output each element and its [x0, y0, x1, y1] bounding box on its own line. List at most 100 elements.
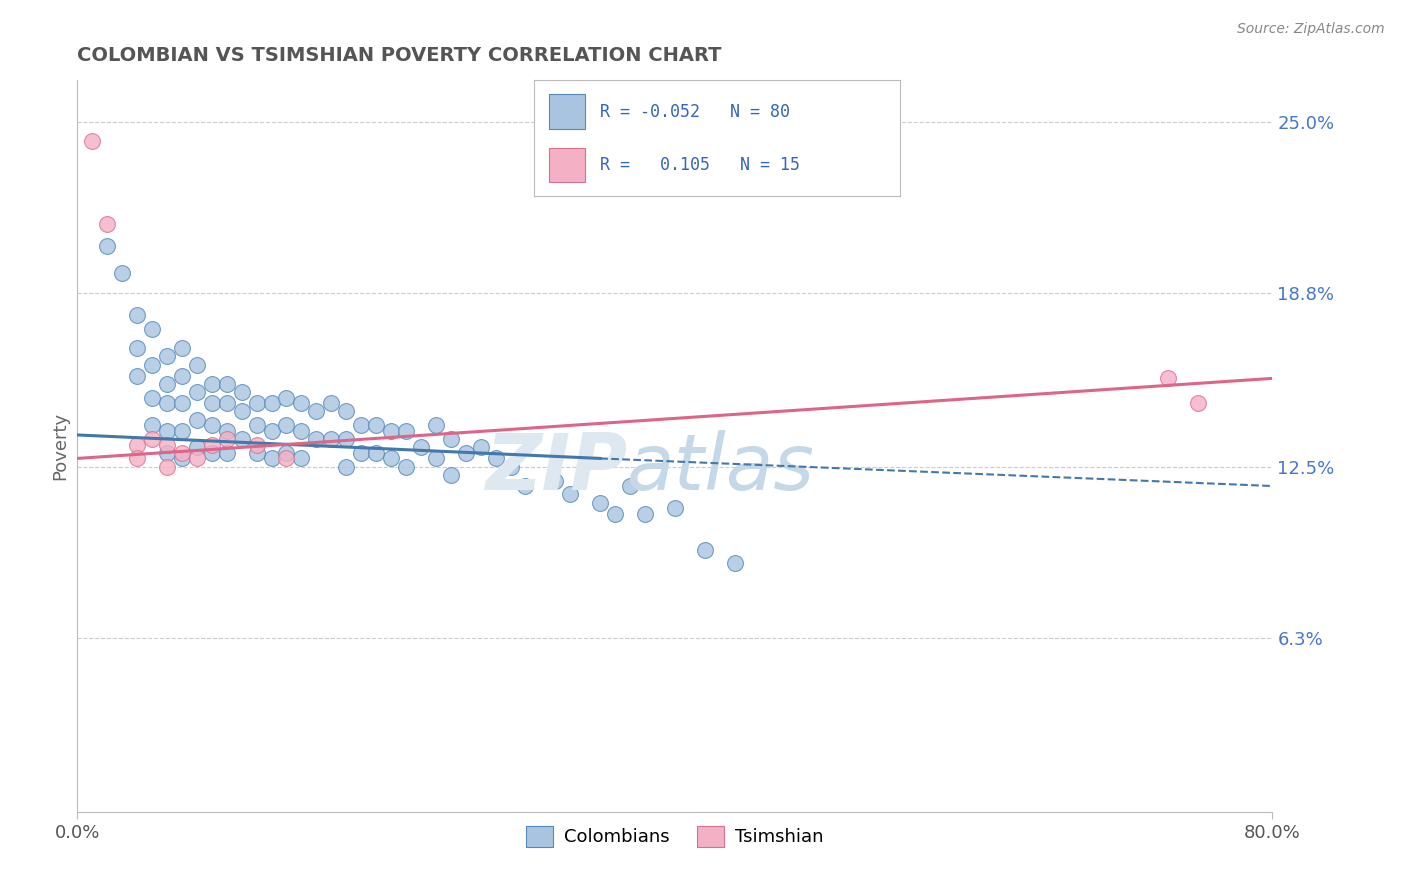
Point — [321, 396, 343, 410]
Point — [127, 368, 149, 383]
Point — [425, 418, 447, 433]
Point — [260, 424, 283, 438]
Point — [141, 321, 163, 335]
Point — [186, 358, 208, 372]
Point — [380, 451, 402, 466]
Point — [215, 424, 238, 438]
Point — [409, 441, 432, 455]
Point — [440, 467, 463, 482]
Point — [544, 474, 567, 488]
FancyBboxPatch shape — [548, 95, 585, 129]
Point — [425, 451, 447, 466]
Text: R = -0.052   N = 80: R = -0.052 N = 80 — [600, 103, 790, 120]
Point — [170, 368, 193, 383]
Point — [380, 424, 402, 438]
Point — [156, 376, 179, 391]
Text: Source: ZipAtlas.com: Source: ZipAtlas.com — [1237, 22, 1385, 37]
Text: atlas: atlas — [627, 430, 815, 506]
Y-axis label: Poverty: Poverty — [51, 412, 69, 480]
Point — [170, 396, 193, 410]
Point — [589, 495, 612, 509]
Point — [215, 376, 238, 391]
Point — [156, 424, 179, 438]
Point — [1157, 371, 1180, 385]
Point — [290, 396, 312, 410]
Point — [201, 446, 224, 460]
Point — [693, 542, 716, 557]
Point — [96, 217, 118, 231]
Point — [141, 432, 163, 446]
Point — [170, 451, 193, 466]
Point — [290, 424, 312, 438]
Text: ZIP: ZIP — [485, 430, 627, 506]
Point — [724, 557, 747, 571]
Point — [515, 479, 537, 493]
Point — [186, 385, 208, 400]
Point — [170, 446, 193, 460]
Point — [246, 437, 269, 451]
Point — [186, 441, 208, 455]
Point — [335, 459, 357, 474]
Point — [201, 437, 224, 451]
FancyBboxPatch shape — [548, 147, 585, 182]
Point — [395, 424, 418, 438]
Point — [127, 437, 149, 451]
Point — [276, 391, 298, 405]
Point — [231, 385, 253, 400]
Point — [156, 446, 179, 460]
Point — [366, 446, 388, 460]
Point — [82, 134, 104, 148]
Point — [201, 418, 224, 433]
Point — [127, 308, 149, 322]
Point — [350, 446, 373, 460]
Point — [215, 446, 238, 460]
Point — [619, 479, 641, 493]
Point — [201, 396, 224, 410]
Text: COLOMBIAN VS TSIMSHIAN POVERTY CORRELATION CHART: COLOMBIAN VS TSIMSHIAN POVERTY CORRELATI… — [77, 45, 721, 65]
Point — [170, 341, 193, 355]
Point — [141, 391, 163, 405]
Point — [96, 239, 118, 253]
Point — [186, 451, 208, 466]
Point — [605, 507, 627, 521]
Point — [246, 446, 269, 460]
Point — [201, 376, 224, 391]
Point — [170, 424, 193, 438]
Point — [305, 404, 328, 418]
Point — [111, 267, 134, 281]
Point — [1187, 396, 1209, 410]
Point — [335, 404, 357, 418]
Point — [290, 451, 312, 466]
Text: R =   0.105   N = 15: R = 0.105 N = 15 — [600, 156, 800, 174]
Point — [276, 451, 298, 466]
Point — [395, 459, 418, 474]
Point — [127, 451, 149, 466]
Point — [156, 459, 179, 474]
Point — [560, 487, 582, 501]
Point — [350, 418, 373, 433]
Point — [485, 451, 508, 466]
Point — [231, 404, 253, 418]
Point — [276, 446, 298, 460]
Point — [335, 432, 357, 446]
Point — [141, 358, 163, 372]
Point — [276, 418, 298, 433]
Point — [664, 501, 686, 516]
Point — [156, 437, 179, 451]
Point — [231, 432, 253, 446]
Point — [186, 413, 208, 427]
Legend: Colombians, Tsimshian: Colombians, Tsimshian — [519, 819, 831, 854]
Point — [366, 418, 388, 433]
Point — [156, 349, 179, 363]
Point — [246, 418, 269, 433]
Point — [305, 432, 328, 446]
Point — [321, 432, 343, 446]
Point — [470, 441, 492, 455]
Point — [260, 396, 283, 410]
Point — [499, 459, 522, 474]
Point — [260, 451, 283, 466]
Point — [215, 396, 238, 410]
Point — [215, 432, 238, 446]
Point — [141, 418, 163, 433]
Point — [634, 507, 657, 521]
